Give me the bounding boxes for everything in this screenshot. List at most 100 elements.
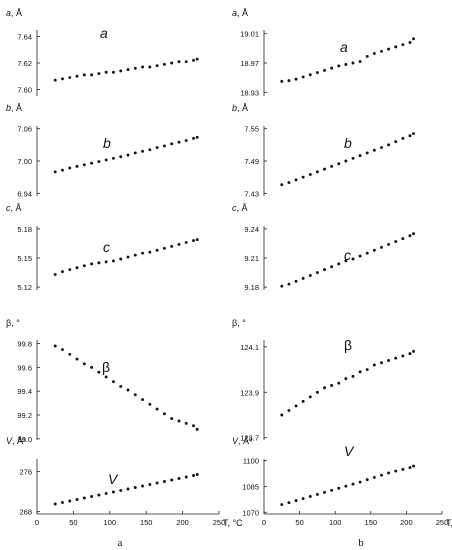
- data-point: [301, 75, 305, 79]
- data-point: [280, 503, 284, 506]
- data-point: [119, 384, 123, 388]
- y-tick-label: 99.2: [17, 411, 32, 420]
- data-point: [184, 60, 188, 64]
- data-point: [412, 132, 415, 135]
- data-point: [408, 466, 412, 470]
- y-tick-label: 18.93: [240, 88, 259, 97]
- data-point: [337, 262, 341, 266]
- data-point: [133, 66, 137, 70]
- data-point: [387, 471, 391, 475]
- data-point: [170, 244, 174, 248]
- data-point: [170, 142, 174, 146]
- y-tick-label: 7.49: [244, 157, 259, 166]
- data-point: [372, 248, 376, 252]
- data-point: [387, 359, 391, 362]
- parameter-label: a: [340, 39, 348, 55]
- data-point: [111, 156, 115, 160]
- data-point: [280, 284, 284, 288]
- data-point: [372, 475, 376, 479]
- data-point: [365, 151, 369, 155]
- data-point: [104, 158, 108, 162]
- data-point: [315, 271, 319, 274]
- parameter-label: b: [103, 135, 111, 151]
- data-point: [53, 273, 57, 276]
- data-point: [155, 146, 159, 149]
- data-point: [294, 77, 298, 81]
- data-point: [82, 163, 86, 167]
- data-point: [195, 135, 199, 139]
- data-point: [90, 262, 94, 266]
- data-point: [75, 74, 79, 78]
- data-point: [315, 170, 319, 174]
- parameter-label: β: [102, 359, 110, 375]
- y-tick-label: 99.4: [17, 387, 32, 396]
- data-point: [301, 399, 305, 403]
- y-tick-label: 5.12: [17, 283, 32, 292]
- parameter-label: c: [344, 247, 351, 263]
- y-tick-label: 123.9: [240, 388, 259, 397]
- y-tick-label: 6.94: [17, 189, 32, 198]
- data-point: [387, 47, 391, 51]
- data-point: [287, 282, 291, 286]
- y-tick-label: 9.24: [244, 225, 259, 234]
- data-point: [308, 495, 312, 498]
- data-point: [104, 260, 108, 264]
- y-tick-label: 9.18: [244, 283, 259, 292]
- data-point: [294, 178, 298, 182]
- data-point: [90, 365, 94, 369]
- data-point: [358, 154, 362, 158]
- data-point: [61, 168, 64, 172]
- data-point: [111, 259, 115, 263]
- data-point: [344, 377, 348, 381]
- data-point: [287, 501, 291, 505]
- y-tick-label: 7.55: [244, 125, 259, 134]
- y-tick-label: 7.00: [17, 157, 32, 166]
- data-point: [280, 79, 284, 83]
- data-point: [97, 370, 101, 374]
- y-tick-label: 7.62: [17, 59, 32, 68]
- data-point: [294, 279, 298, 283]
- column-caption: a: [118, 537, 123, 549]
- data-point: [412, 464, 415, 468]
- y-axis-label: b, Å: [232, 103, 248, 113]
- y-tick-label: 7.43: [244, 189, 259, 198]
- data-point: [380, 49, 383, 53]
- panel-b-3: 124.1 123.9 123.7 β, ° β: [232, 318, 415, 443]
- y-axis-label: β, °: [6, 318, 20, 328]
- data-point: [394, 240, 398, 243]
- data-point: [126, 487, 130, 491]
- data-point: [287, 79, 291, 83]
- data-point: [323, 68, 326, 72]
- data-point: [82, 496, 86, 500]
- data-point: [162, 480, 166, 483]
- data-point: [315, 492, 319, 496]
- data-point: [53, 78, 57, 82]
- data-point: [330, 384, 334, 387]
- data-point: [358, 370, 362, 374]
- data-point: [155, 248, 159, 252]
- data-point: [75, 357, 79, 361]
- data-point: [68, 268, 72, 272]
- data-point: [330, 488, 334, 492]
- data-point: [61, 348, 64, 351]
- data-point: [330, 164, 334, 168]
- data-point: [141, 484, 145, 488]
- y-tick-label: 1070: [242, 508, 259, 517]
- data-point: [75, 164, 79, 168]
- x-axis-label: T, °C: [223, 518, 243, 528]
- data-point: [126, 153, 130, 157]
- data-point: [294, 404, 298, 408]
- data-point: [90, 161, 94, 165]
- data-point: [177, 477, 181, 480]
- data-point: [111, 380, 115, 384]
- data-point: [308, 274, 312, 277]
- data-point: [408, 352, 412, 356]
- y-tick-label: 7.60: [17, 85, 32, 94]
- data-point: [337, 64, 341, 68]
- data-point: [394, 469, 398, 473]
- data-point: [337, 486, 341, 490]
- data-point: [177, 419, 181, 423]
- panel-a-0: 7.60 7.62 7.64 a, Å a: [6, 8, 199, 96]
- data-point: [75, 498, 79, 501]
